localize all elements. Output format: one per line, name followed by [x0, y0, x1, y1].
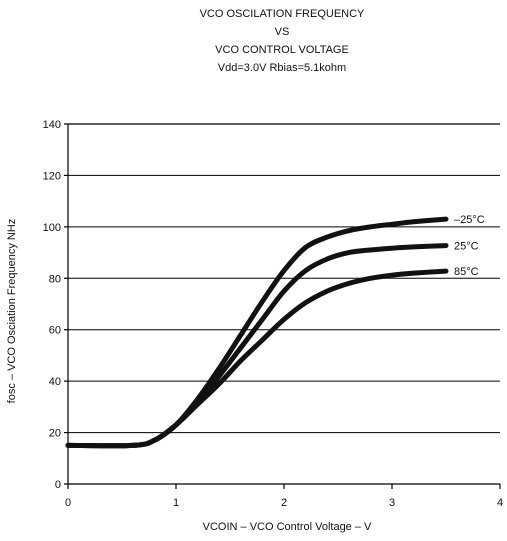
x-tick-label: 2	[281, 497, 287, 509]
series-line-85c	[65, 268, 449, 449]
x-tick-label: 3	[389, 497, 395, 509]
x-tick-labels: 0 1 2 3 4	[65, 497, 503, 509]
y-tick-label: 0	[55, 479, 61, 491]
chart-title-line-2: VS	[275, 26, 290, 38]
y-tick-labels: 0 20 40 60 80 100 120 140	[43, 119, 61, 491]
x-tick-label: 1	[173, 497, 179, 509]
y-tick-label: 100	[43, 222, 61, 234]
y-tick-label: 60	[49, 325, 61, 337]
series-label-minus25c: –25°C	[454, 214, 485, 226]
y-tick-label: 80	[49, 273, 61, 285]
series-label-85c: 85°C	[454, 266, 479, 278]
series-labels: –25°C 25°C 85°C	[454, 214, 485, 278]
chart-title: VCO OSCILATION FREQUENCY VS VCO CONTROL …	[200, 8, 365, 74]
x-tick-label: 4	[497, 497, 503, 509]
y-tick-label: 120	[43, 170, 61, 182]
y-axis-label: fosc – VCO Osciation Frequency NHz	[6, 219, 18, 404]
y-tick-label: 40	[49, 376, 61, 388]
chart-title-line-1: VCO OSCILATION FREQUENCY	[200, 8, 365, 20]
x-axis-label: VCOIN – VCO Control Voltage – V	[203, 521, 372, 533]
chart-title-line-4: Vdd=3.0V Rbias=5.1kohm	[218, 62, 346, 74]
y-tick-label: 140	[43, 119, 61, 131]
x-tick-label: 0	[65, 497, 71, 509]
chart-title-line-3: VCO CONTROL VOLTAGE	[215, 44, 349, 56]
y-tick-label: 20	[49, 428, 61, 440]
series-line-minus25c	[65, 216, 449, 449]
series-lines	[65, 216, 449, 449]
series-label-25c: 25°C	[454, 241, 479, 253]
axes	[64, 123, 501, 489]
grid	[68, 174, 500, 434]
